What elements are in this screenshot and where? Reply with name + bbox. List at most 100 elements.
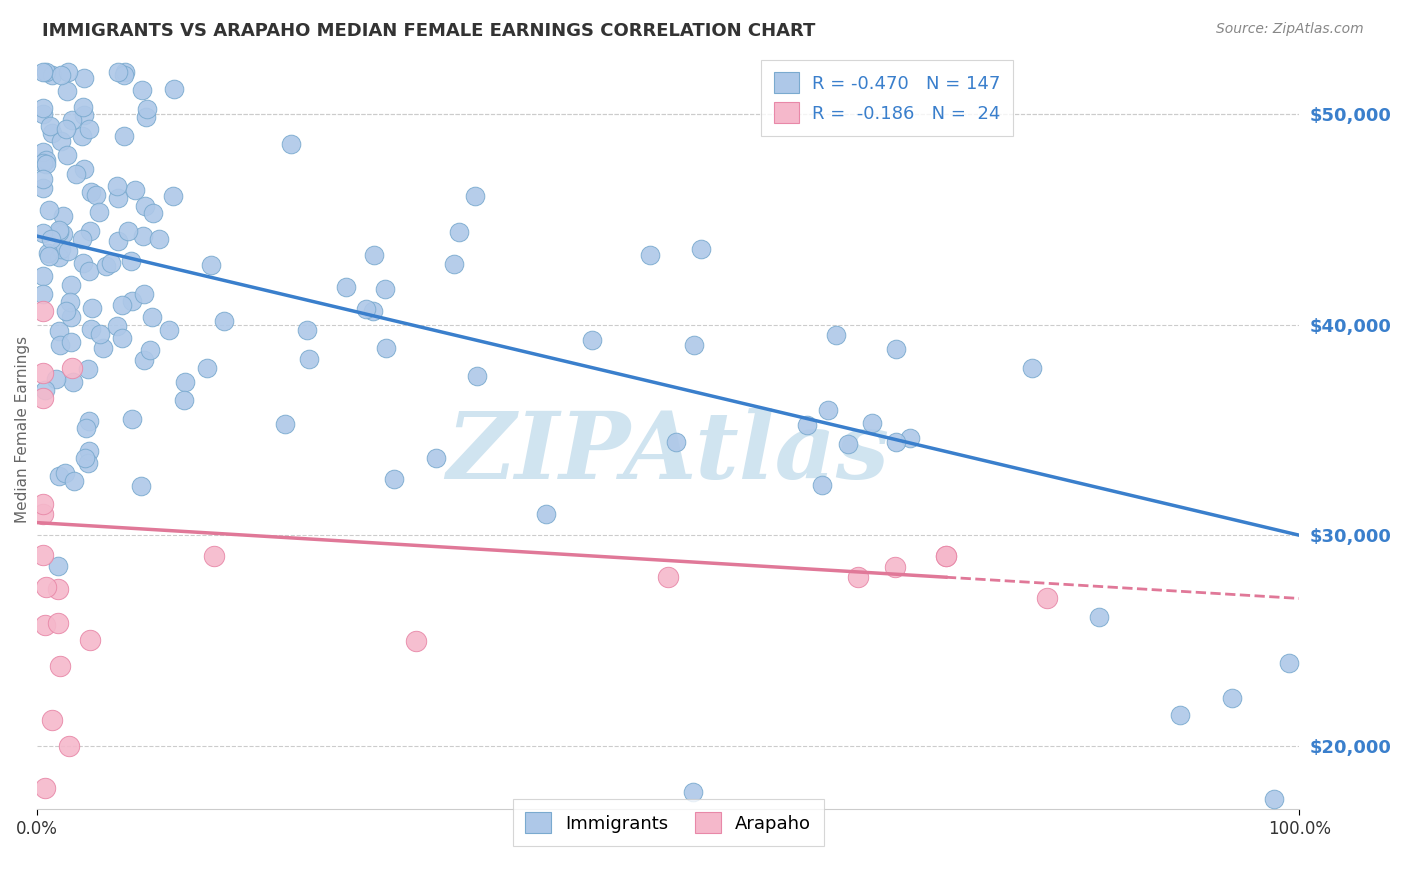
Point xyxy=(73,70,96,85)
Point xyxy=(141,310,163,325)
Point xyxy=(105,178,128,193)
Point xyxy=(107,64,129,78)
Point xyxy=(48,225,70,239)
Point xyxy=(375,341,398,355)
Point xyxy=(449,225,471,239)
Point xyxy=(38,120,60,134)
Point xyxy=(75,421,97,435)
Point xyxy=(825,327,848,342)
Text: ZIPAtlas: ZIPAtlas xyxy=(447,408,890,498)
Point xyxy=(148,232,170,246)
Point xyxy=(214,314,236,328)
Point xyxy=(935,549,957,564)
Point xyxy=(48,469,70,483)
Point xyxy=(811,478,834,492)
Point xyxy=(335,280,357,294)
Point xyxy=(49,337,72,351)
Point xyxy=(134,199,156,213)
Point xyxy=(32,269,55,284)
Point xyxy=(48,250,70,264)
Point xyxy=(1278,656,1301,670)
Point xyxy=(536,507,558,521)
Point xyxy=(32,145,55,160)
Point xyxy=(32,226,55,240)
Point xyxy=(49,242,72,256)
Point xyxy=(157,323,180,337)
Point xyxy=(100,256,122,270)
Point xyxy=(70,231,93,245)
Point xyxy=(62,375,84,389)
Point xyxy=(200,258,222,272)
Point xyxy=(112,128,135,143)
Point xyxy=(41,713,63,727)
Point xyxy=(1021,361,1043,376)
Legend: Immigrants, Arapaho: Immigrants, Arapaho xyxy=(513,799,824,846)
Point xyxy=(112,69,135,83)
Point xyxy=(374,282,396,296)
Point xyxy=(58,739,80,753)
Point xyxy=(37,203,59,218)
Point xyxy=(48,325,70,339)
Point xyxy=(73,107,96,121)
Point xyxy=(39,232,62,246)
Point xyxy=(195,360,218,375)
Point xyxy=(75,451,97,466)
Point xyxy=(105,318,128,333)
Point xyxy=(124,183,146,197)
Point xyxy=(274,417,297,431)
Point xyxy=(59,294,82,309)
Point xyxy=(63,475,86,489)
Point xyxy=(280,137,302,152)
Point xyxy=(32,172,55,186)
Point xyxy=(59,310,82,324)
Point xyxy=(80,322,103,336)
Point xyxy=(884,434,907,449)
Point xyxy=(52,209,75,223)
Text: Source: ZipAtlas.com: Source: ZipAtlas.com xyxy=(1216,22,1364,37)
Point xyxy=(35,64,58,78)
Point xyxy=(38,249,60,263)
Point xyxy=(382,472,405,486)
Point xyxy=(163,82,186,96)
Y-axis label: Median Female Earnings: Median Female Earnings xyxy=(15,336,30,524)
Point xyxy=(139,343,162,358)
Point xyxy=(581,333,603,347)
Point xyxy=(79,633,101,648)
Point xyxy=(361,303,384,318)
Point xyxy=(37,246,59,260)
Point xyxy=(59,277,82,292)
Point xyxy=(136,102,159,116)
Point xyxy=(405,633,427,648)
Point xyxy=(41,126,63,140)
Point xyxy=(120,254,142,268)
Point xyxy=(45,372,67,386)
Point xyxy=(34,383,56,397)
Point xyxy=(298,352,321,367)
Point xyxy=(107,234,129,248)
Point xyxy=(77,456,100,470)
Point xyxy=(837,437,859,451)
Point xyxy=(76,361,98,376)
Point xyxy=(60,113,83,128)
Point xyxy=(79,444,101,458)
Point xyxy=(65,167,87,181)
Point xyxy=(464,189,486,203)
Point xyxy=(173,393,195,408)
Point xyxy=(1088,610,1111,624)
Point xyxy=(117,224,139,238)
Point xyxy=(1220,690,1243,705)
Point xyxy=(796,418,818,433)
Point xyxy=(32,548,55,562)
Point xyxy=(657,570,679,584)
Point xyxy=(77,122,100,136)
Point xyxy=(72,256,94,270)
Point xyxy=(84,188,107,202)
Point xyxy=(32,101,55,115)
Point xyxy=(87,204,110,219)
Point xyxy=(1036,591,1059,606)
Point xyxy=(58,244,80,258)
Point xyxy=(34,580,56,594)
Point xyxy=(32,507,55,521)
Point xyxy=(32,156,55,170)
Point xyxy=(32,64,55,78)
